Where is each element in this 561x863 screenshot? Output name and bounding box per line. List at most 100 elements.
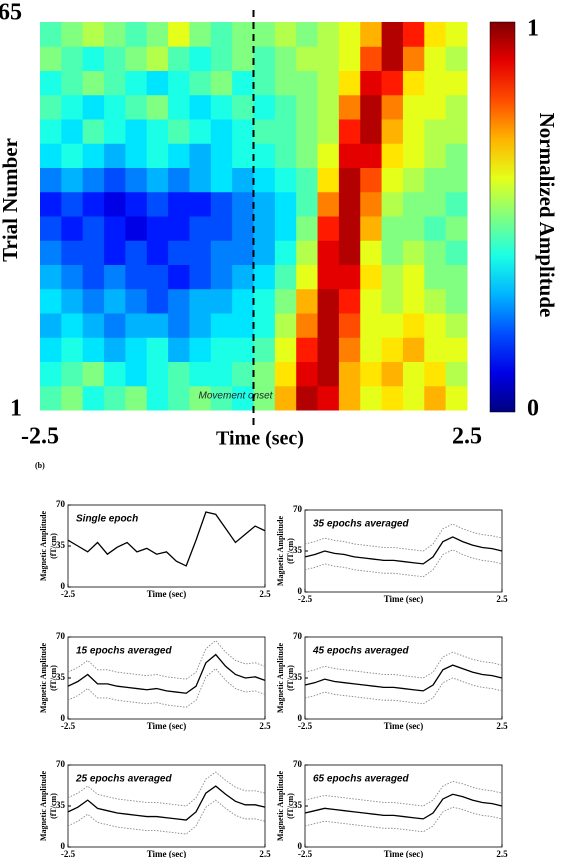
heatmap-cell bbox=[210, 385, 233, 411]
heatmap-cell bbox=[125, 119, 148, 144]
heatmap-cell bbox=[274, 385, 297, 411]
annotation: Movement onset bbox=[199, 391, 274, 402]
heatmap-cell bbox=[317, 385, 340, 411]
heatmap-cell bbox=[210, 46, 233, 71]
heatmap-cell bbox=[104, 22, 126, 47]
heatmap-cell bbox=[317, 264, 340, 290]
heatmap-cell bbox=[296, 240, 319, 265]
heatmap-cell bbox=[274, 337, 297, 362]
heatmap-cell bbox=[253, 216, 276, 241]
heatmap-cell bbox=[253, 191, 276, 217]
colorbar bbox=[489, 21, 516, 413]
heatmap-cell bbox=[338, 288, 361, 314]
heatmap-cell bbox=[317, 22, 340, 47]
heatmap-cell bbox=[104, 288, 126, 314]
heatmap-cell bbox=[125, 313, 148, 338]
heatmap-cell bbox=[338, 119, 361, 144]
heatmap-cell bbox=[125, 216, 148, 241]
heatmap-cell bbox=[168, 167, 190, 193]
heatmap-cell bbox=[381, 22, 404, 47]
series-line bbox=[67, 653, 266, 694]
heatmap-cell bbox=[168, 313, 190, 338]
heatmap-cell bbox=[317, 46, 340, 71]
heatmap-cell bbox=[445, 240, 468, 265]
heatmap-cell bbox=[104, 361, 126, 387]
heatmap-cell bbox=[317, 94, 340, 120]
heatmap-cell bbox=[381, 167, 404, 193]
heatmap-cell bbox=[424, 46, 447, 71]
heatmap-cell bbox=[274, 119, 297, 144]
heatmap-cell bbox=[360, 264, 383, 290]
heatmap-cell bbox=[317, 70, 340, 96]
heatmap-cell bbox=[232, 385, 254, 411]
heatmap-cell bbox=[189, 119, 212, 144]
heatmap-cell bbox=[253, 70, 276, 96]
heatmap-cell bbox=[40, 264, 62, 290]
heatmap-cell bbox=[296, 70, 319, 96]
heatmap-cell bbox=[210, 143, 233, 168]
heatmap-cell bbox=[125, 264, 148, 290]
heatmap-cell bbox=[381, 216, 404, 241]
x-tick-label: -2.5 bbox=[61, 589, 76, 599]
heatmap-cell bbox=[61, 240, 84, 265]
heatmap-cell bbox=[125, 288, 148, 314]
heatmap-cell bbox=[168, 94, 190, 120]
heatmap-cell bbox=[146, 240, 169, 265]
heatmap-cell bbox=[253, 167, 276, 193]
heatmap-cell bbox=[381, 143, 404, 168]
x-axis-label: Time (sec) bbox=[147, 849, 187, 858]
heatmap-cell bbox=[125, 167, 148, 193]
heatmap-cell bbox=[424, 22, 447, 47]
heatmap-cell bbox=[253, 313, 276, 338]
heatmap-cell bbox=[61, 385, 84, 411]
heatmap-cell bbox=[296, 216, 319, 241]
heatmap-cell bbox=[82, 313, 105, 338]
y-axis-label: Magnetic Amplitude bbox=[39, 643, 48, 713]
heatmap-cell bbox=[338, 216, 361, 241]
heatmap-cell bbox=[360, 216, 383, 241]
heatmap-cell bbox=[40, 385, 62, 411]
heatmap-cell bbox=[125, 240, 148, 265]
heatmap-cell bbox=[381, 94, 404, 120]
heatmap-cell bbox=[232, 143, 254, 168]
y-axis-label: Magnetic Amplitude bbox=[276, 643, 285, 713]
heatmap-cell bbox=[61, 264, 84, 290]
heatmap-cell bbox=[274, 94, 297, 120]
heatmap-cell bbox=[402, 264, 425, 290]
series-line bbox=[67, 667, 266, 708]
series-line bbox=[304, 793, 503, 820]
heatmap-cell bbox=[360, 143, 383, 168]
heatmap-cell bbox=[360, 22, 383, 47]
heatmap-cell bbox=[168, 361, 190, 387]
heatmap-cell bbox=[253, 264, 276, 290]
heatmap-cell bbox=[104, 143, 126, 168]
heatmap-cell bbox=[445, 143, 468, 168]
plot-title: Single epoch bbox=[76, 514, 138, 525]
heatmap-cell bbox=[210, 313, 233, 338]
y-axis-label: Magnetic Amplitude bbox=[276, 516, 285, 586]
heatmap-cell bbox=[445, 337, 468, 362]
y-tick-label: 0 bbox=[298, 841, 303, 851]
heatmap-cell bbox=[360, 191, 383, 217]
heatmap-cell bbox=[253, 143, 276, 168]
heatmap-cell bbox=[82, 385, 105, 411]
heatmap-cell bbox=[40, 22, 62, 47]
heatmap-cell bbox=[40, 240, 62, 265]
y-tick-label: 35 bbox=[293, 800, 303, 810]
series-line bbox=[304, 523, 503, 552]
heatmap-cell bbox=[424, 313, 447, 338]
heatmap-cell bbox=[104, 119, 126, 144]
heatmap-cell bbox=[274, 191, 297, 217]
heatmap-cell bbox=[381, 119, 404, 144]
heatmap-cell bbox=[296, 94, 319, 120]
heatmap-cell bbox=[360, 385, 383, 411]
heatmap-cell bbox=[296, 385, 319, 411]
heatmap-cell bbox=[189, 191, 212, 217]
heatmap-cell bbox=[232, 167, 254, 193]
heatmap-cell bbox=[168, 22, 190, 47]
heatmap-cell bbox=[381, 337, 404, 362]
heatmap-cell bbox=[296, 167, 319, 193]
heatmap-cell bbox=[402, 385, 425, 411]
series-line bbox=[67, 511, 266, 567]
x-tick-label: 2.5 bbox=[259, 589, 271, 599]
